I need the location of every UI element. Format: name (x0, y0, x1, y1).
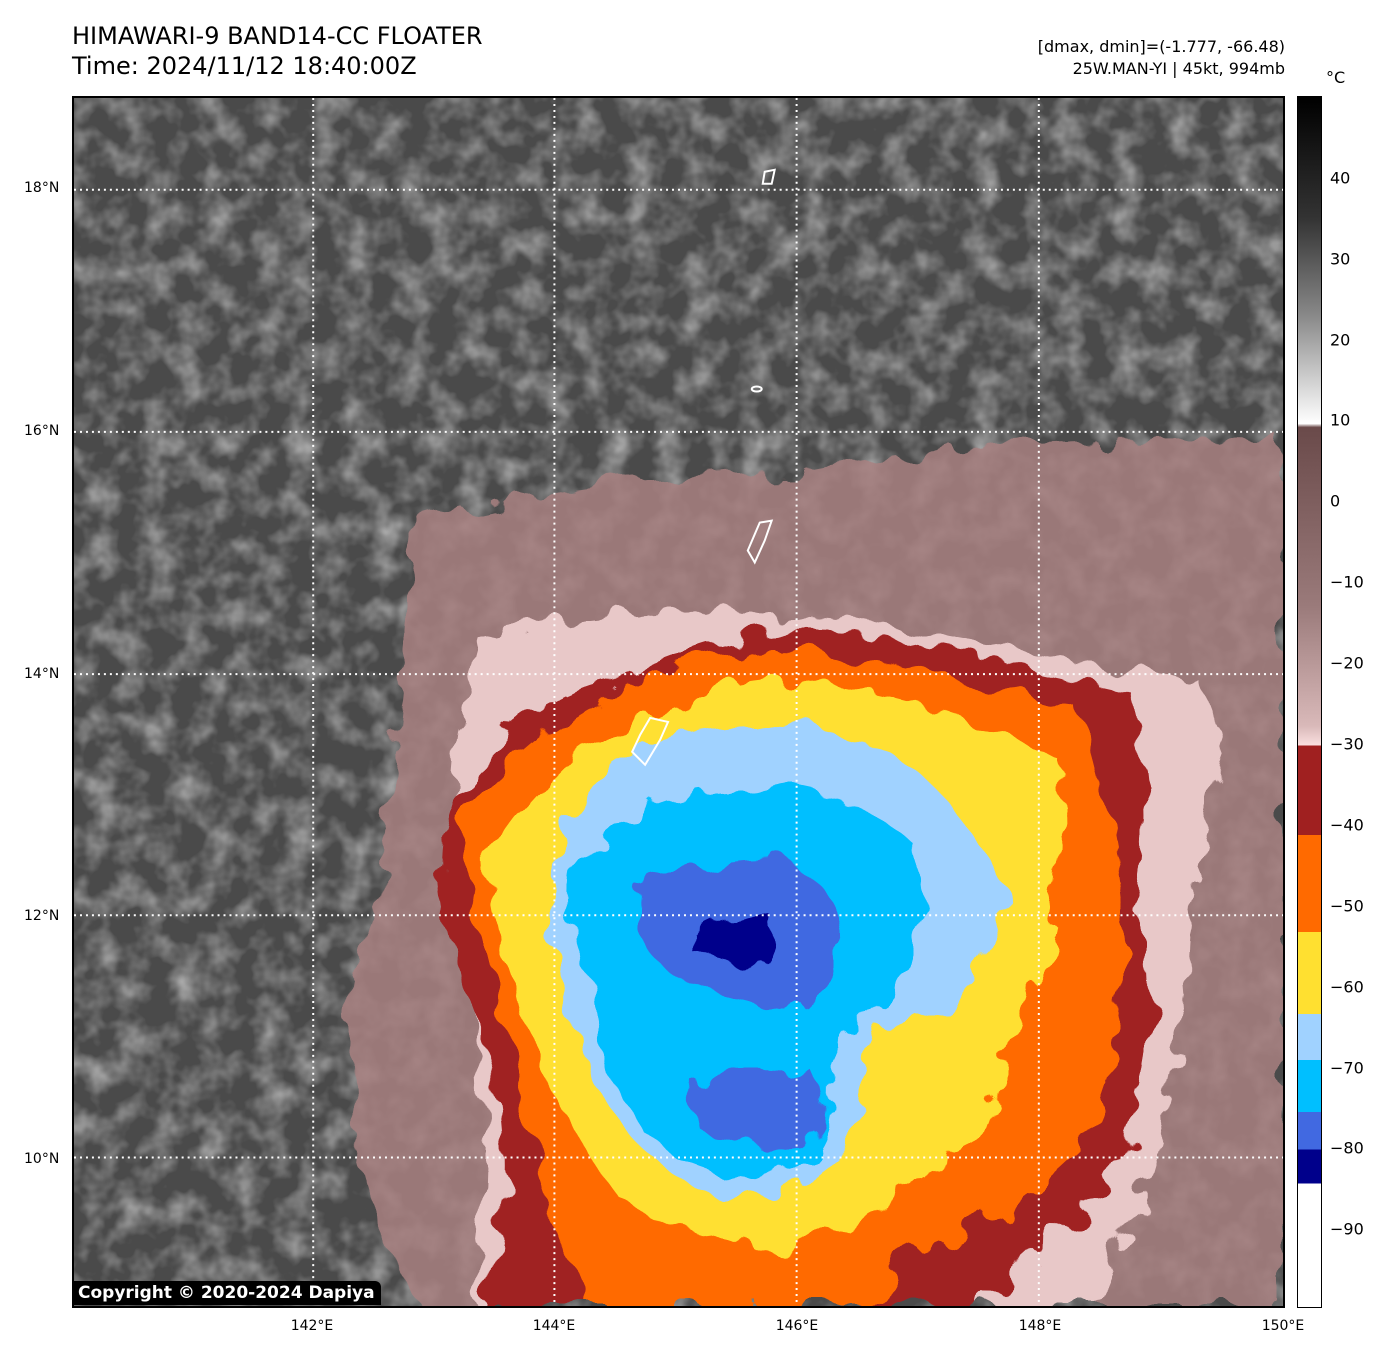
guam-outline (630, 716, 670, 767)
island-outline (761, 168, 776, 185)
timestamp: Time: 2024/11/12 18:40:00Z (72, 52, 417, 80)
colorbar-tick: −90 (1330, 1219, 1364, 1239)
colorbar-tick: 20 (1330, 330, 1351, 350)
coastlines (630, 168, 776, 767)
storm-info: 25W.MAN-YI | 45kt, 994mb (1072, 59, 1285, 78)
lat-label-10: 10°N (24, 1151, 60, 1167)
satellite-map[interactable] (72, 96, 1285, 1308)
lat-label-16: 16°N (24, 423, 60, 439)
lat-label-12: 12°N (24, 908, 60, 924)
colorbar-tick: −70 (1330, 1058, 1364, 1078)
copyright-label: Copyright © 2020-2024 Dapiya (72, 1281, 381, 1305)
lon-label-146: 146°E (775, 1318, 819, 1334)
product-title: HIMAWARI-9 BAND14-CC FLOATER (72, 22, 483, 50)
lon-label-142: 142°E (290, 1318, 334, 1334)
colorbar-tick: −50 (1330, 896, 1364, 916)
temperature-range: [dmax, dmin]=(-1.777, -66.48) (1037, 37, 1285, 56)
colorbar-tick: −80 (1330, 1138, 1364, 1158)
colorbar-tick: −10 (1330, 572, 1364, 592)
ir-imagery (74, 98, 1283, 1306)
colorbar-unit: °C (1326, 68, 1346, 87)
lon-label-148: 148°E (1018, 1318, 1062, 1334)
grid-lines (74, 98, 1283, 1306)
colorbar-tick: −40 (1330, 815, 1364, 835)
colorbar-tick: −30 (1330, 734, 1364, 754)
layer-navy (694, 913, 776, 970)
colorbar-tick: 0 (1330, 491, 1341, 511)
layer-royal-blue-south (689, 1068, 827, 1150)
lon-label-150: 150°E (1261, 1318, 1305, 1334)
lat-label-14: 14°N (24, 666, 60, 682)
lon-label-144: 144°E (532, 1318, 576, 1334)
colorbar-tick: 10 (1330, 410, 1351, 430)
colorbar (1297, 96, 1322, 1308)
colorbar-tick: 40 (1330, 168, 1351, 188)
saipan-outline (746, 519, 774, 565)
colorbar-tick: −20 (1330, 653, 1364, 673)
colorbar-tick: 30 (1330, 249, 1351, 269)
lat-label-18: 18°N (24, 180, 60, 196)
colorbar-tick: −60 (1330, 977, 1364, 997)
